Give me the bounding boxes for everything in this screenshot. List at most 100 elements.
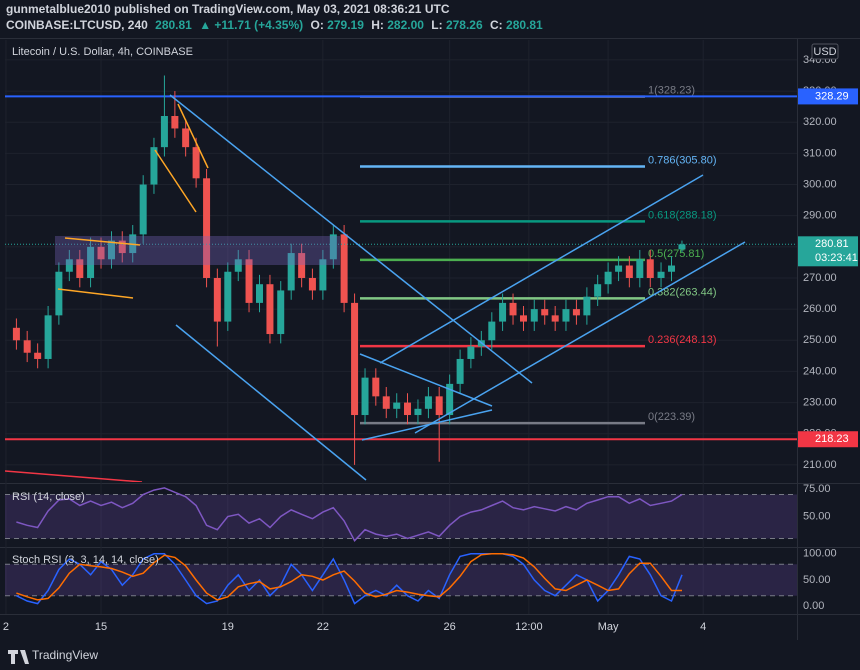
candle-body	[76, 259, 84, 278]
candle-body	[277, 290, 285, 335]
x-tick-label: 22	[317, 621, 329, 633]
candle-body	[594, 284, 602, 297]
y-tick-label: 320.00	[803, 116, 837, 128]
y-tick-label: 260.00	[803, 303, 837, 315]
candle-body	[65, 259, 73, 272]
candle-body	[541, 309, 549, 316]
candle-body	[34, 352, 42, 359]
trendline	[64, 237, 141, 246]
candle-body	[118, 240, 126, 254]
x-tick-label: 15	[95, 621, 107, 633]
candle-body	[351, 302, 359, 416]
candle-body	[435, 396, 443, 416]
price-tag-label: 328.29	[815, 90, 849, 102]
fib-label: 0.5(275.81)	[648, 248, 704, 260]
candle-body	[667, 265, 675, 272]
candle-body	[530, 309, 538, 322]
candle-body	[287, 253, 295, 291]
candle-body	[499, 302, 507, 322]
byline: gunmetalblue2010 published on TradingVie…	[6, 2, 450, 16]
candle-body	[583, 296, 591, 316]
y-tick-label: 210.00	[803, 459, 837, 471]
layers: 21519222612:00May4210.00220.00230.00240.…	[0, 38, 860, 640]
candle-body	[12, 327, 20, 341]
y-tick-label: 310.00	[803, 147, 837, 159]
logo	[8, 650, 29, 664]
y-tick-label: 50.00	[803, 510, 831, 522]
drawings	[5, 94, 746, 482]
candle-body	[171, 116, 179, 129]
candle-body	[572, 309, 580, 316]
candle-body	[509, 302, 517, 316]
trendline	[57, 288, 134, 299]
candle-body	[160, 116, 168, 148]
y-tick-label: 100.00	[803, 548, 837, 560]
candle-body	[446, 383, 454, 416]
countdown: 03:23:41	[815, 252, 858, 264]
candle-body	[55, 271, 63, 316]
plot	[5, 487, 797, 542]
fib-label: 0.382(263.44)	[648, 286, 717, 298]
candle-body	[107, 240, 115, 260]
candle-body	[657, 271, 665, 278]
price-tag	[798, 88, 858, 105]
trendline	[154, 149, 197, 213]
x-tick-label: 12:00	[515, 621, 543, 633]
price-tag	[798, 431, 858, 448]
currency: USD	[813, 46, 836, 58]
trendline	[177, 103, 209, 169]
candle-body	[382, 396, 390, 409]
last-price-tag	[798, 236, 858, 267]
candle-body	[625, 265, 633, 278]
candle-body	[150, 147, 158, 185]
trendline	[169, 94, 533, 384]
high: 282.00	[387, 18, 424, 32]
panel-title: RSI (14, close)	[12, 491, 85, 503]
candle-body	[467, 346, 475, 359]
trendline	[175, 324, 367, 481]
candle-body	[636, 259, 644, 278]
x-tick-label: 26	[444, 621, 456, 633]
candle-body	[245, 259, 253, 303]
candle-body	[255, 284, 263, 303]
indicator-line	[16, 553, 683, 605]
candle-body	[23, 340, 31, 353]
change: ▲ +11.71 (+4.35%)	[199, 18, 303, 32]
fib-label: 0.236(248.13)	[648, 334, 717, 346]
candle-body	[319, 259, 327, 291]
symbol: COINBASE:LTCUSD, 240	[6, 18, 148, 32]
candle-body	[456, 358, 464, 384]
trendline	[359, 353, 493, 407]
fib-label: 1(328.23)	[648, 85, 695, 97]
y-tick-label: 230.00	[803, 396, 837, 408]
y-tick-label: 250.00	[803, 334, 837, 346]
trendline	[5, 470, 143, 482]
plot: 1(328.23) 0.786(305.80) 0.618(288.18) 0.5(2…	[5, 75, 797, 465]
candle-body	[298, 253, 306, 278]
candle-body	[329, 234, 337, 260]
x-tick-label: May	[598, 621, 619, 633]
brand: TradingView	[32, 648, 98, 662]
candle-body	[393, 402, 401, 409]
trendline	[414, 241, 746, 434]
panel-title: Stoch RSI (3, 3, 14, 14, close)	[12, 554, 159, 566]
candle-body	[551, 315, 559, 322]
indicator-line	[16, 487, 683, 542]
open-label: O:	[310, 18, 323, 32]
price-tag-label: 218.23	[815, 433, 849, 445]
currency-box	[811, 43, 839, 60]
fib-label: 0.786(305.80)	[648, 154, 717, 166]
y-tick-label: 50.00	[803, 574, 831, 586]
symbol-info: COINBASE:LTCUSD, 240 280.81 ▲ +11.71 (+4…	[6, 18, 543, 32]
candle-body	[562, 309, 570, 322]
panel-title: Litecoin / U.S. Dollar, 4h, COINBASE	[12, 46, 193, 58]
candle-body	[372, 377, 380, 397]
low: 278.26	[446, 18, 483, 32]
candle-body	[203, 178, 211, 278]
candle-body	[646, 259, 654, 278]
fib-label: 0.618(288.18)	[648, 209, 717, 221]
candle-body	[139, 184, 147, 235]
indicator-line	[16, 553, 682, 601]
